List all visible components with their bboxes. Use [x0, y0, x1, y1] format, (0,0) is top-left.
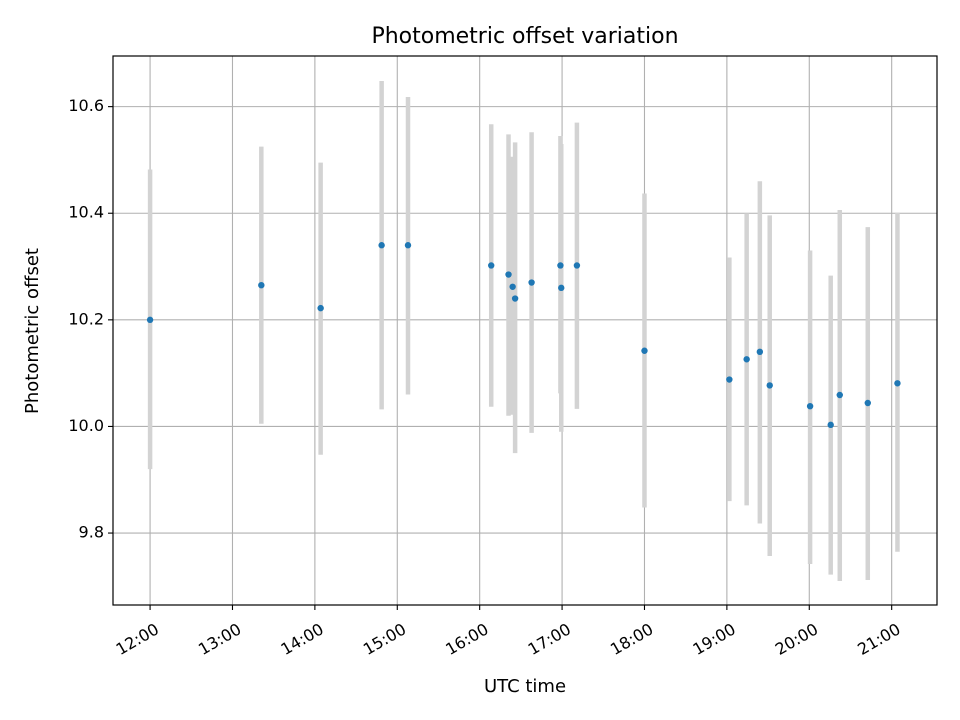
data-point [317, 304, 324, 312]
data-point [894, 380, 901, 387]
chart-title: Photometric offset variation [371, 24, 678, 49]
data-point [258, 281, 265, 289]
data-point [505, 271, 512, 278]
data-point [528, 279, 535, 286]
data-points [146, 242, 901, 429]
data-point [827, 421, 834, 429]
data-point [146, 316, 154, 324]
y-tick-label: 10.0 [68, 416, 104, 435]
data-point [756, 348, 764, 356]
data-point [488, 262, 495, 269]
data-point [726, 376, 733, 383]
data-point [766, 382, 773, 389]
data-point [573, 262, 581, 269]
data-point [557, 262, 564, 269]
y-tick-label: 9.8 [79, 523, 104, 542]
data-point [806, 402, 814, 410]
data-point [404, 242, 412, 249]
data-point [511, 295, 519, 302]
grid-lines [113, 56, 937, 605]
data-point [378, 242, 385, 249]
y-axis-label: Photometric offset [22, 248, 43, 414]
y-tick-label: 10.4 [68, 203, 104, 222]
y-axis-ticks: 9.8 10.0 10.2 10.4 10.6 [68, 96, 113, 542]
data-point [558, 284, 565, 292]
data-point [864, 399, 871, 407]
y-tick-label: 10.2 [68, 309, 104, 328]
data-point [743, 356, 750, 363]
data-point [509, 283, 516, 290]
plot-frame [112, 55, 938, 606]
y-tick-label: 10.6 [68, 96, 104, 115]
x-axis-label: UTC time [484, 676, 566, 697]
data-point [836, 391, 843, 399]
data-point [641, 347, 648, 354]
